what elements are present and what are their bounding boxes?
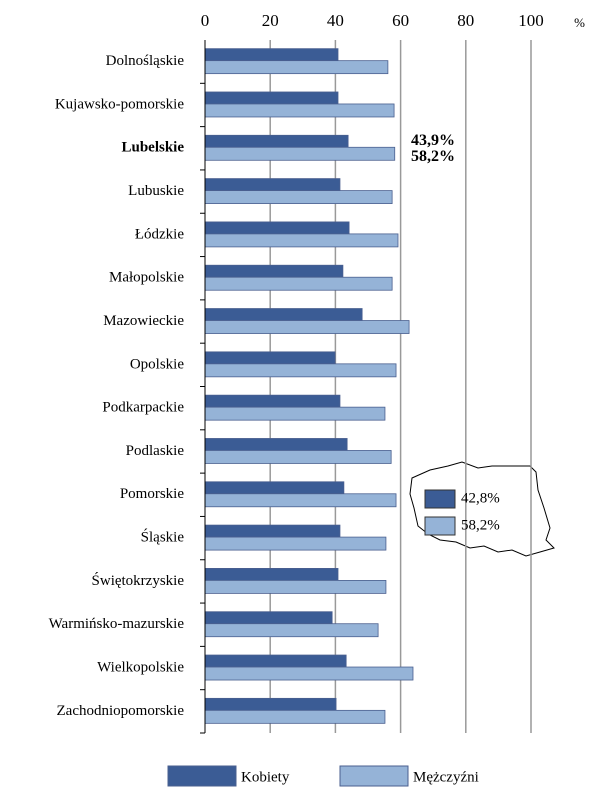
bar — [204, 363, 397, 378]
bar — [204, 134, 349, 148]
y-tick-label: Podlaskie — [126, 443, 185, 459]
bar — [204, 48, 339, 62]
bar — [204, 320, 410, 334]
bar — [204, 221, 350, 235]
bar — [204, 697, 337, 711]
map-outline — [409, 461, 555, 557]
y-tick-label: Zachodniopomorskie — [57, 703, 185, 719]
legend-label: Kobiety — [241, 769, 290, 785]
bar — [204, 276, 393, 291]
y-tick-label: Łódzkie — [135, 226, 184, 242]
y-tick-label: Lubuskie — [128, 183, 184, 199]
y-tick-label: Wielkopolskie — [97, 659, 184, 675]
bar — [204, 146, 396, 161]
legend-swatch — [339, 765, 409, 787]
bar — [204, 450, 392, 464]
y-tick-label: Opolskie — [130, 356, 185, 372]
bar — [204, 666, 414, 681]
bar — [204, 623, 379, 638]
x-axis-unit: % — [574, 15, 585, 30]
y-tick-label: Kujawsko-pomorskie — [55, 96, 184, 112]
bar — [204, 233, 399, 248]
bar — [204, 178, 341, 191]
bar — [204, 406, 386, 421]
bar — [204, 536, 387, 551]
bar — [204, 308, 363, 321]
bar — [204, 709, 386, 724]
bar — [204, 351, 336, 365]
x-tick-label: 20 — [262, 11, 279, 30]
y-tick-label: Małopolskie — [109, 270, 184, 286]
x-tick-label: 100 — [518, 11, 544, 30]
y-tick-label: Podkarpackie — [102, 400, 184, 416]
bar — [204, 190, 393, 204]
y-tick-label: Mazowieckie — [103, 313, 184, 329]
map-inset — [409, 461, 555, 557]
bar — [204, 568, 339, 581]
bar — [204, 481, 345, 495]
bar — [204, 524, 341, 538]
y-tick-label: Dolnośląskie — [106, 53, 185, 69]
map-swatch — [424, 516, 456, 536]
annotation: 58,2% — [411, 148, 455, 165]
bar — [204, 580, 387, 594]
y-tick-label: Lubelskie — [121, 140, 184, 156]
x-tick-label: 60 — [392, 11, 409, 30]
y-tick-label: Pomorskie — [120, 486, 185, 502]
bar — [204, 394, 341, 408]
x-tick-label: 80 — [457, 11, 474, 30]
legend-swatch — [167, 765, 237, 787]
bar — [204, 91, 339, 105]
y-tick-label: Warmińsko-mazurskie — [49, 616, 185, 632]
bar — [204, 493, 397, 508]
bar — [204, 60, 389, 75]
map-swatch — [424, 489, 456, 509]
map-label: 58,2% — [461, 517, 500, 533]
bar — [204, 438, 348, 451]
legend-label: Mężczyźni — [413, 769, 479, 785]
y-tick-label: Świętokrzyskie — [92, 572, 185, 589]
annotation: 43,9% — [411, 132, 455, 149]
bar — [204, 103, 395, 118]
map-label: 42,8% — [461, 490, 500, 506]
y-tick-label: Śląskie — [141, 529, 185, 546]
bar — [204, 611, 333, 625]
x-tick-label: 40 — [327, 11, 344, 30]
bar — [204, 264, 344, 278]
x-tick-label: 0 — [201, 11, 210, 30]
bar — [204, 654, 347, 668]
